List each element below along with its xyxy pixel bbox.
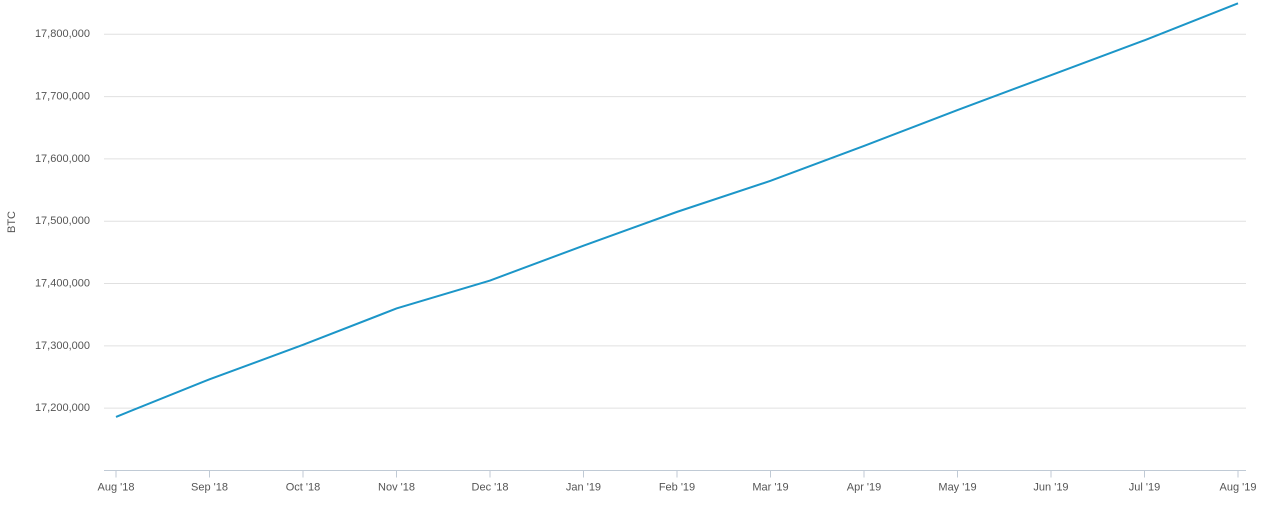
x-tick-label: Mar '19 [752, 481, 788, 493]
x-tick-label: Dec '18 [472, 481, 509, 493]
x-tick-label: May '19 [938, 481, 976, 493]
x-tick-label: Jun '19 [1033, 481, 1068, 493]
y-tick-label: 17,400,000 [35, 277, 90, 289]
y-tick-label: 17,200,000 [35, 402, 90, 414]
y-tick-label: 17,300,000 [35, 340, 90, 352]
x-tick-label: Nov '18 [378, 481, 415, 493]
data-line [115, 2, 1239, 418]
y-tick-label: 17,800,000 [35, 28, 90, 40]
x-tick-label: Aug '19 [1220, 481, 1257, 493]
x-tick-label: Feb '19 [659, 481, 695, 493]
y-tick-label: 17,500,000 [35, 215, 90, 227]
y-tick-label: 17,700,000 [35, 90, 90, 102]
x-tick-label: Jan '19 [566, 481, 601, 493]
x-tick-label: Oct '18 [286, 481, 321, 493]
y-tick-label: 17,600,000 [35, 153, 90, 165]
x-tick-label: Sep '18 [191, 481, 228, 493]
x-tick-label: Apr '19 [847, 481, 882, 493]
y-axis-label: BTC [6, 211, 18, 233]
x-tick-label: Jul '19 [1129, 481, 1160, 493]
x-tick-label: Aug '18 [98, 481, 135, 493]
